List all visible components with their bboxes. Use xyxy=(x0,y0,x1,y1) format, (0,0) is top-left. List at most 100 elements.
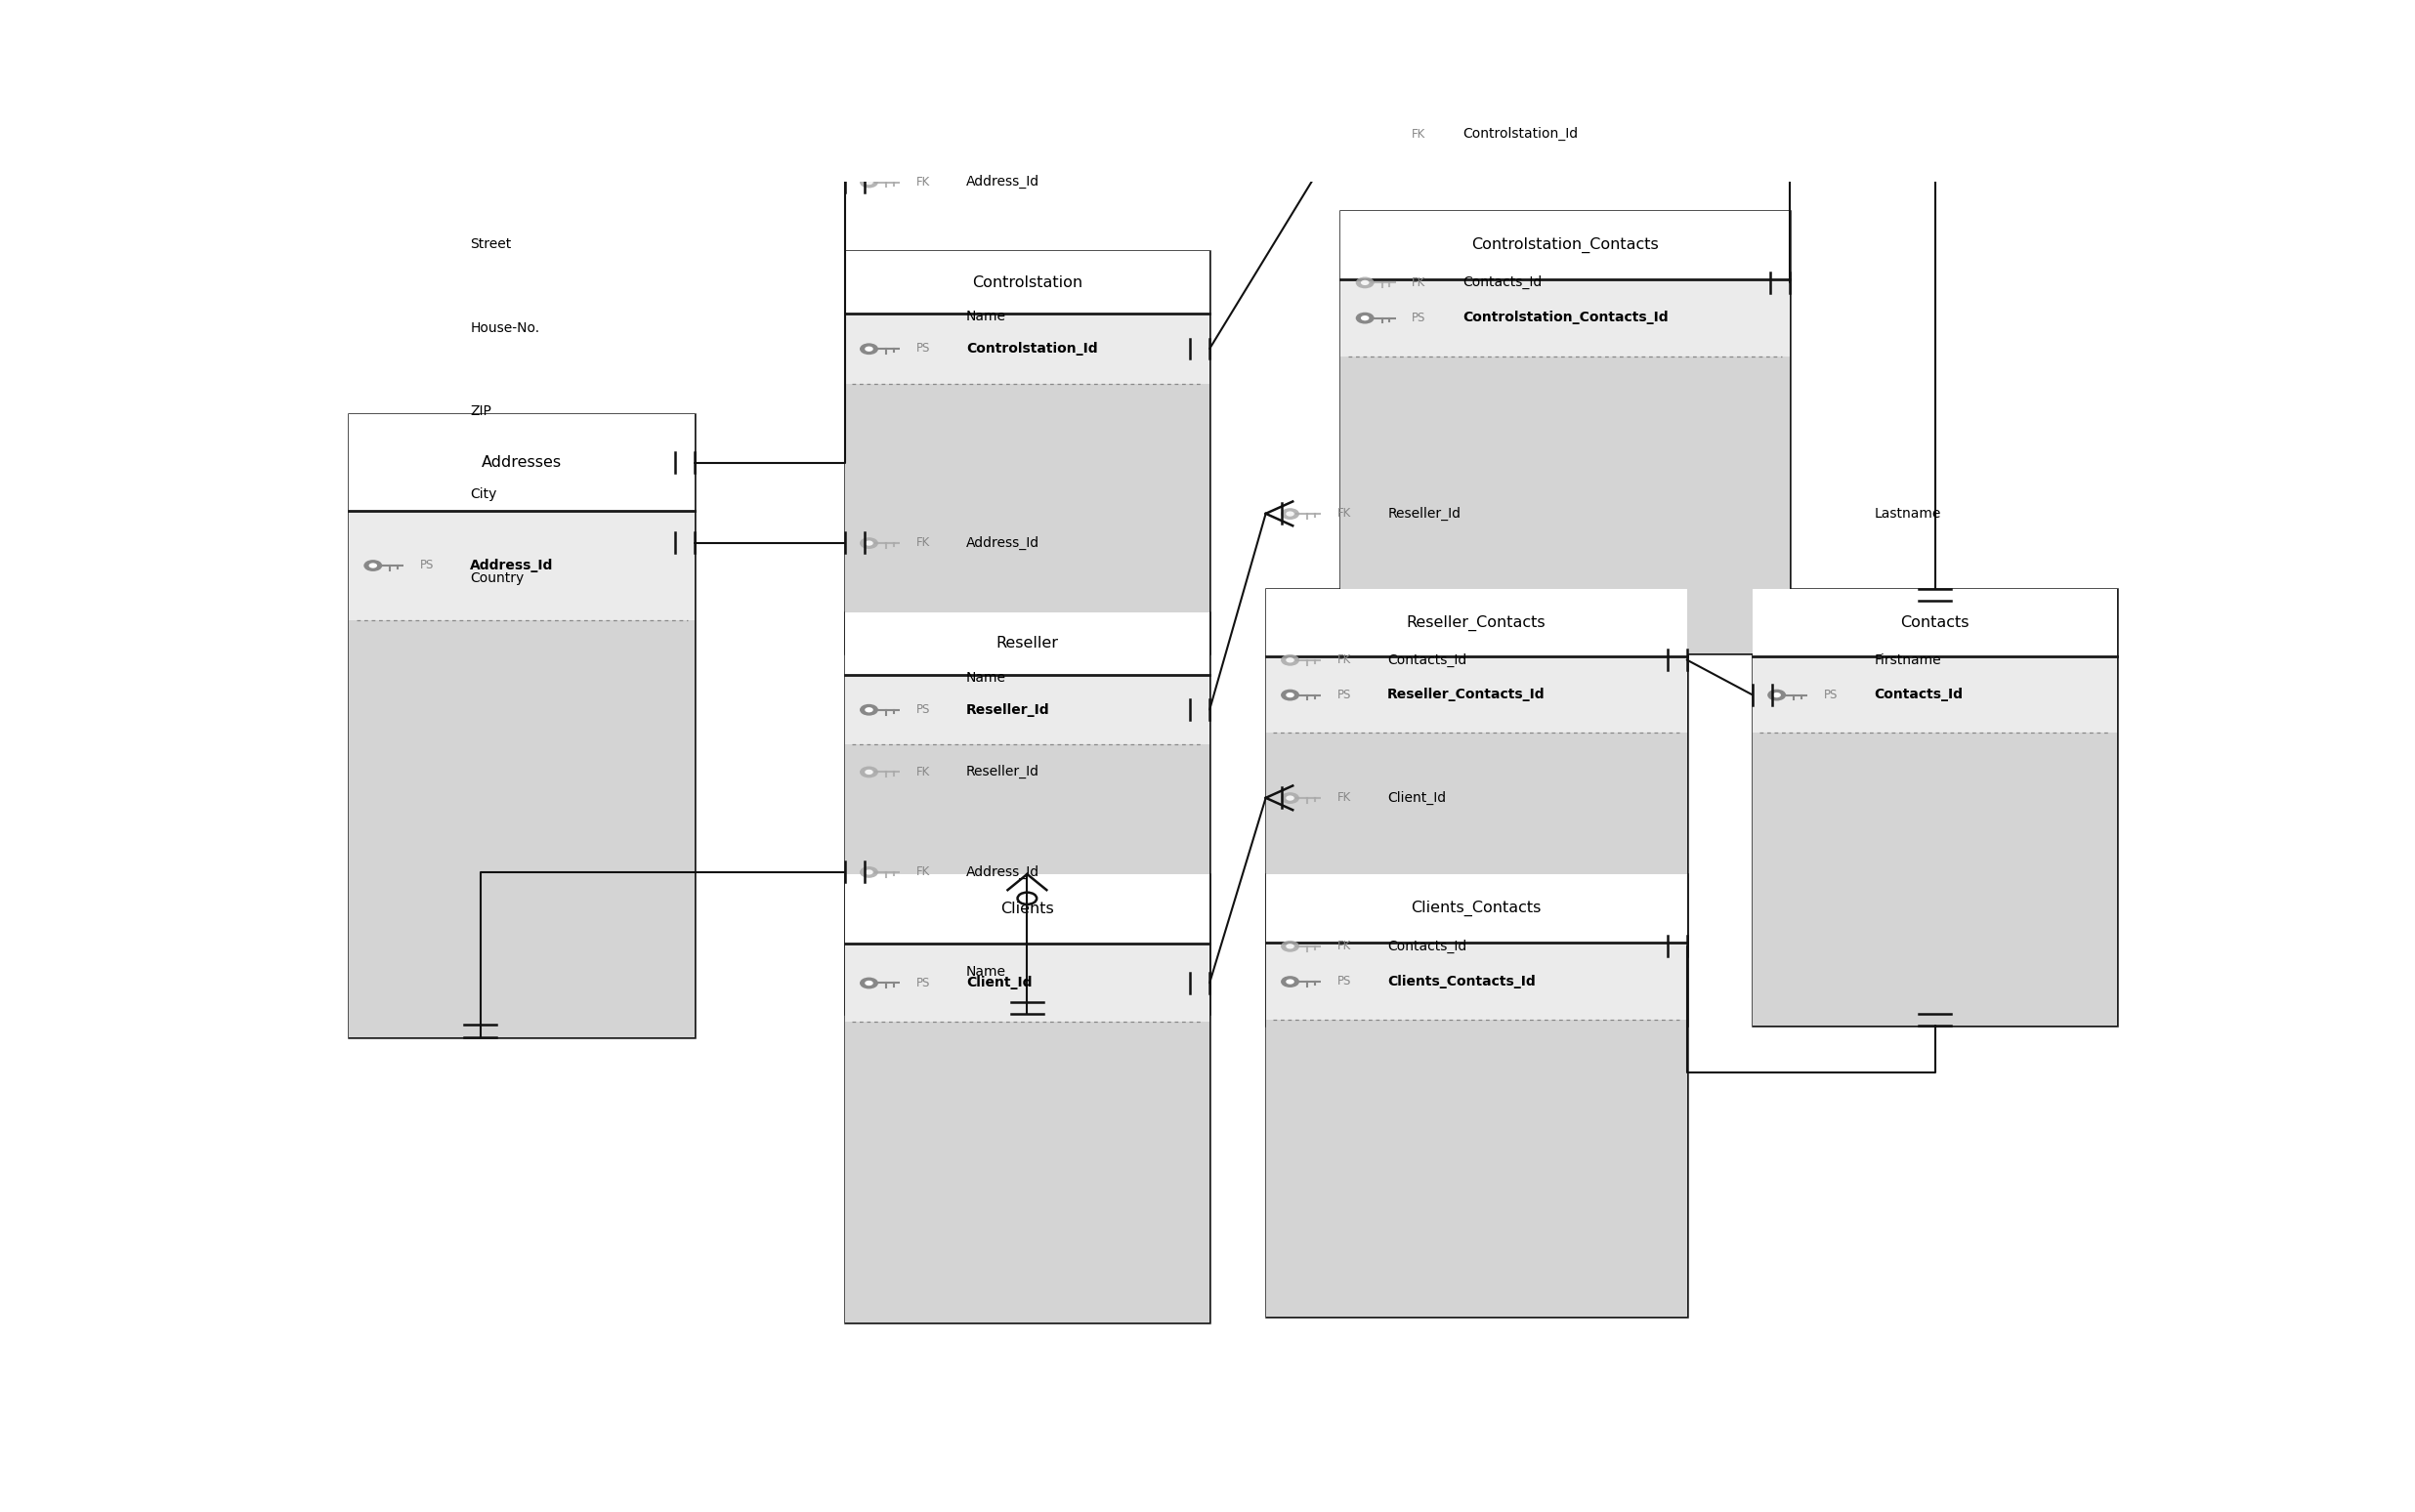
Text: PS: PS xyxy=(1338,688,1350,702)
Text: PS: PS xyxy=(1823,688,1838,702)
Text: Name: Name xyxy=(966,965,1007,978)
Circle shape xyxy=(1280,508,1299,520)
Text: Contacts_Id: Contacts_Id xyxy=(1389,653,1466,667)
Text: Addresses: Addresses xyxy=(481,455,563,470)
Bar xyxy=(1340,210,1790,280)
Bar xyxy=(845,313,1210,384)
Circle shape xyxy=(1285,943,1294,950)
Circle shape xyxy=(1768,689,1787,700)
Text: Name: Name xyxy=(966,671,1007,685)
Bar xyxy=(1340,357,1790,653)
Circle shape xyxy=(860,537,879,549)
Bar xyxy=(845,384,1210,653)
Circle shape xyxy=(865,541,874,546)
Text: FK: FK xyxy=(915,765,930,779)
Text: Clients: Clients xyxy=(1000,901,1053,916)
Bar xyxy=(845,251,1210,653)
Bar xyxy=(1265,874,1688,943)
Bar xyxy=(1265,943,1688,1021)
Text: Firstname: Firstname xyxy=(1874,653,1942,667)
Circle shape xyxy=(1773,692,1780,697)
Text: PS: PS xyxy=(915,703,930,717)
Circle shape xyxy=(365,559,382,572)
Text: FK: FK xyxy=(1338,791,1350,804)
Bar xyxy=(845,745,1210,1015)
Bar xyxy=(348,414,696,1037)
Circle shape xyxy=(1285,511,1294,517)
Text: Address_Id: Address_Id xyxy=(966,865,1041,878)
Text: House-No.: House-No. xyxy=(471,321,541,334)
Text: Address_Id: Address_Id xyxy=(966,537,1041,550)
Bar xyxy=(1340,280,1790,357)
Circle shape xyxy=(865,980,874,986)
Circle shape xyxy=(865,869,874,875)
Text: Controlstation: Controlstation xyxy=(971,275,1082,290)
Text: PS: PS xyxy=(915,342,930,355)
Text: PS: PS xyxy=(915,977,930,989)
Text: Controlstation_Id: Controlstation_Id xyxy=(1463,127,1577,141)
Text: PS: PS xyxy=(1413,311,1425,324)
Circle shape xyxy=(860,177,879,187)
Text: FK: FK xyxy=(1338,507,1350,520)
Bar xyxy=(348,414,696,511)
Text: Reseller_Contacts: Reseller_Contacts xyxy=(1406,615,1546,631)
Bar xyxy=(1265,733,1688,1025)
Text: Name: Name xyxy=(966,310,1007,324)
Circle shape xyxy=(860,866,879,878)
Circle shape xyxy=(1360,280,1369,286)
Circle shape xyxy=(1280,689,1299,700)
Bar xyxy=(1340,210,1790,653)
Circle shape xyxy=(1355,313,1374,324)
Text: FK: FK xyxy=(915,537,930,549)
Text: Country: Country xyxy=(471,572,524,585)
Bar xyxy=(845,612,1210,1015)
Text: Address_Id: Address_Id xyxy=(966,175,1041,189)
Circle shape xyxy=(1280,792,1299,804)
Bar xyxy=(1265,588,1688,656)
Text: Clients_Contacts: Clients_Contacts xyxy=(1410,901,1541,916)
Bar xyxy=(845,874,1210,1323)
Text: Lastname: Lastname xyxy=(1874,507,1942,520)
Circle shape xyxy=(860,343,879,355)
Text: FK: FK xyxy=(1338,653,1350,667)
Circle shape xyxy=(860,767,879,777)
Bar xyxy=(348,511,696,620)
Bar xyxy=(845,1022,1210,1323)
Bar xyxy=(845,943,1210,1022)
Bar xyxy=(845,612,1210,674)
Text: FK: FK xyxy=(1413,277,1425,289)
Text: FK: FK xyxy=(915,175,930,189)
Circle shape xyxy=(1280,975,1299,987)
Text: Street: Street xyxy=(471,237,512,251)
Text: Clients_Contacts_Id: Clients_Contacts_Id xyxy=(1389,975,1536,989)
Bar xyxy=(1753,656,2118,733)
Circle shape xyxy=(369,562,377,569)
Circle shape xyxy=(1280,940,1299,953)
Bar xyxy=(845,251,1210,313)
Circle shape xyxy=(1285,980,1294,984)
Circle shape xyxy=(865,180,874,184)
Circle shape xyxy=(1355,129,1374,141)
Text: ZIP: ZIP xyxy=(471,404,493,417)
Circle shape xyxy=(865,708,874,712)
Text: Contacts_Id: Contacts_Id xyxy=(1874,688,1963,702)
Circle shape xyxy=(1285,795,1294,801)
Text: Controlstation_Contacts_Id: Controlstation_Contacts_Id xyxy=(1463,311,1669,325)
Circle shape xyxy=(1285,692,1294,697)
Text: Controlstation_Contacts: Controlstation_Contacts xyxy=(1471,237,1659,253)
Circle shape xyxy=(1285,658,1294,662)
Text: PS: PS xyxy=(1338,975,1350,987)
Text: City: City xyxy=(471,488,497,502)
Circle shape xyxy=(1355,277,1374,289)
Bar xyxy=(845,874,1210,943)
Circle shape xyxy=(860,705,879,715)
Circle shape xyxy=(865,770,874,774)
Bar xyxy=(1265,656,1688,733)
Bar xyxy=(1265,1021,1688,1317)
Text: PS: PS xyxy=(420,559,435,572)
Text: Contacts: Contacts xyxy=(1901,615,1968,631)
Text: Client_Id: Client_Id xyxy=(1389,791,1447,804)
Text: Contacts_Id: Contacts_Id xyxy=(1463,275,1541,289)
Bar xyxy=(845,674,1210,745)
Bar xyxy=(1265,588,1688,1025)
